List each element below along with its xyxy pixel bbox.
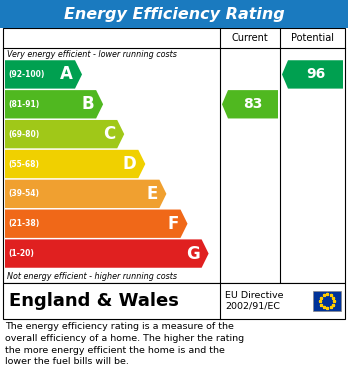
Bar [313, 291, 341, 311]
Polygon shape [5, 150, 145, 178]
Text: Very energy efficient - lower running costs: Very energy efficient - lower running co… [7, 50, 177, 59]
Text: (39-54): (39-54) [8, 189, 39, 198]
Polygon shape [282, 60, 343, 89]
Text: C: C [103, 125, 115, 143]
Text: Potential: Potential [291, 33, 334, 43]
Bar [0, 0, 348, 28]
Text: (81-91): (81-91) [8, 100, 39, 109]
Text: Energy Efficiency Rating: Energy Efficiency Rating [64, 7, 284, 22]
Text: B: B [81, 95, 94, 113]
Bar [3, 28, 345, 283]
Text: A: A [60, 65, 73, 83]
Text: (55-68): (55-68) [8, 160, 39, 169]
Polygon shape [5, 120, 124, 148]
Text: E: E [146, 185, 157, 203]
Text: England & Wales: England & Wales [9, 292, 179, 310]
Text: EU Directive
2002/91/EC: EU Directive 2002/91/EC [225, 291, 284, 311]
Bar [3, 283, 345, 319]
Text: Current: Current [232, 33, 268, 43]
Polygon shape [5, 210, 188, 238]
Polygon shape [222, 90, 278, 118]
Text: 83: 83 [243, 97, 263, 111]
Text: 96: 96 [306, 67, 325, 81]
Text: (69-80): (69-80) [8, 130, 39, 139]
Text: (21-38): (21-38) [8, 219, 39, 228]
Text: The energy efficiency rating is a measure of the
overall efficiency of a home. T: The energy efficiency rating is a measur… [5, 322, 244, 366]
Text: (92-100): (92-100) [8, 70, 45, 79]
Text: D: D [122, 155, 136, 173]
Text: F: F [167, 215, 179, 233]
Polygon shape [5, 239, 208, 268]
Polygon shape [5, 90, 103, 118]
Polygon shape [5, 180, 166, 208]
Text: G: G [186, 245, 200, 263]
Text: (1-20): (1-20) [8, 249, 34, 258]
Polygon shape [5, 60, 82, 89]
Text: Not energy efficient - higher running costs: Not energy efficient - higher running co… [7, 272, 177, 281]
